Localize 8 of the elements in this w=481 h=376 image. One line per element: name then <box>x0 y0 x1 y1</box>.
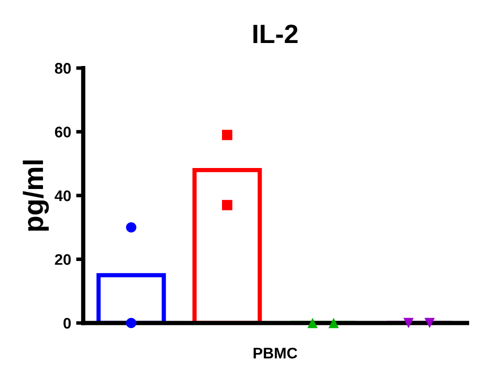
y-tick-label: 60 <box>54 126 71 138</box>
y-tick-label: 20 <box>54 254 71 265</box>
y-tick-label: 40 <box>54 190 71 202</box>
y-axis-title: pg/ml <box>22 160 49 231</box>
x-axis-title: PBMC <box>254 348 298 359</box>
y-tick-label: 0 <box>64 318 71 329</box>
y-tick-label: 80 <box>54 62 71 74</box>
chart-title: IL-2 <box>253 24 298 44</box>
